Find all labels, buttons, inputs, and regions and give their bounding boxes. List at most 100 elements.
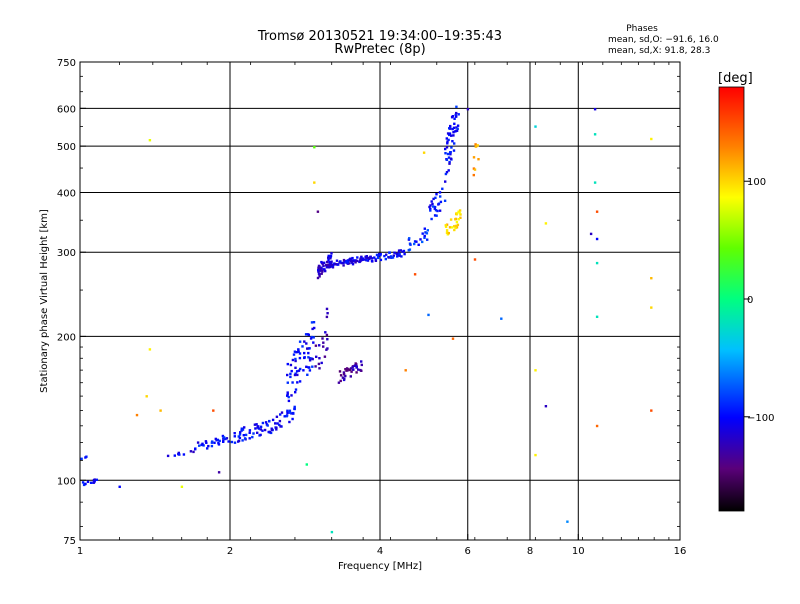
y-axis-label: Stationary phase Virtual Height [km]: [39, 209, 50, 393]
data-point: [335, 259, 339, 262]
data-point: [248, 431, 251, 434]
data-point: [204, 440, 208, 443]
data-point: [303, 356, 306, 360]
data-point: [650, 306, 653, 309]
data-point: [455, 105, 458, 108]
data-point: [271, 418, 275, 422]
data-point: [182, 453, 186, 456]
data-point: [270, 428, 274, 432]
data-point: [318, 367, 321, 370]
data-point: [455, 220, 459, 224]
data-point: [303, 351, 306, 355]
data-point: [454, 218, 457, 221]
data-point: [322, 268, 325, 271]
data-point: [312, 341, 315, 344]
data-point: [566, 520, 569, 523]
data-point: [392, 254, 395, 257]
data-point: [351, 368, 355, 371]
data-point: [432, 197, 435, 201]
data-point: [408, 242, 412, 245]
data-point: [448, 127, 451, 130]
data-point: [293, 407, 296, 411]
data-point: [346, 262, 349, 265]
data-point: [379, 254, 382, 257]
grid-lines: [80, 62, 680, 540]
data-point: [330, 530, 334, 534]
data-point: [326, 338, 329, 341]
data-point: [338, 370, 342, 373]
data-point: [426, 229, 429, 232]
data-point: [389, 255, 393, 258]
data-point: [430, 217, 433, 221]
data-point: [290, 412, 293, 415]
data-point: [325, 333, 329, 337]
data-point: [243, 426, 246, 429]
data-point: [447, 138, 450, 142]
data-point: [421, 240, 424, 244]
data-point: [445, 229, 449, 232]
data-point: [439, 195, 442, 198]
data-point: [357, 368, 360, 371]
data-points: [80, 105, 653, 534]
data-point: [294, 357, 297, 361]
data-point: [297, 348, 300, 351]
data-point: [95, 478, 98, 481]
data-point: [254, 427, 257, 430]
data-point: [456, 124, 460, 127]
data-point: [329, 262, 332, 266]
data-point: [213, 441, 216, 444]
data-point: [457, 218, 460, 221]
data-point: [243, 437, 247, 440]
data-point: [339, 260, 342, 263]
data-point: [344, 374, 347, 378]
data-point: [259, 428, 262, 431]
data-point: [286, 393, 289, 396]
data-point: [118, 485, 121, 488]
data-point: [89, 481, 93, 484]
data-point: [359, 259, 362, 262]
data-point: [447, 169, 450, 172]
data-point: [317, 269, 320, 272]
data-point: [291, 358, 295, 362]
data-point: [595, 261, 599, 265]
data-point: [445, 231, 449, 234]
data-point: [252, 432, 255, 435]
data-point: [285, 415, 288, 418]
data-point: [342, 258, 346, 262]
data-point: [401, 250, 404, 253]
data-point: [317, 272, 321, 275]
data-point: [436, 209, 439, 213]
data-point: [317, 270, 320, 273]
data-point: [447, 156, 451, 159]
data-point: [320, 260, 323, 264]
data-point: [305, 463, 308, 466]
data-point: [457, 113, 460, 116]
data-point: [534, 453, 537, 457]
data-point: [340, 261, 343, 265]
data-point: [295, 351, 298, 354]
data-point: [307, 351, 310, 355]
data-point: [173, 454, 176, 457]
data-point: [413, 273, 417, 276]
data-point: [455, 226, 459, 229]
data-point: [323, 355, 327, 358]
data-point: [325, 315, 329, 319]
data-point: [320, 361, 323, 365]
data-point: [347, 368, 350, 371]
data-point: [360, 369, 363, 372]
data-point: [370, 259, 374, 263]
data-point: [402, 249, 406, 253]
data-point: [454, 226, 457, 229]
data-point: [292, 353, 296, 356]
data-point: [310, 335, 313, 339]
data-point: [362, 258, 365, 261]
data-point: [311, 365, 314, 368]
data-point: [309, 337, 313, 340]
data-point: [311, 327, 314, 331]
data-point: [451, 337, 455, 340]
data-point: [222, 436, 226, 439]
data-point: [308, 347, 311, 350]
x-tick-label: 2: [227, 546, 233, 557]
data-point: [202, 444, 205, 447]
